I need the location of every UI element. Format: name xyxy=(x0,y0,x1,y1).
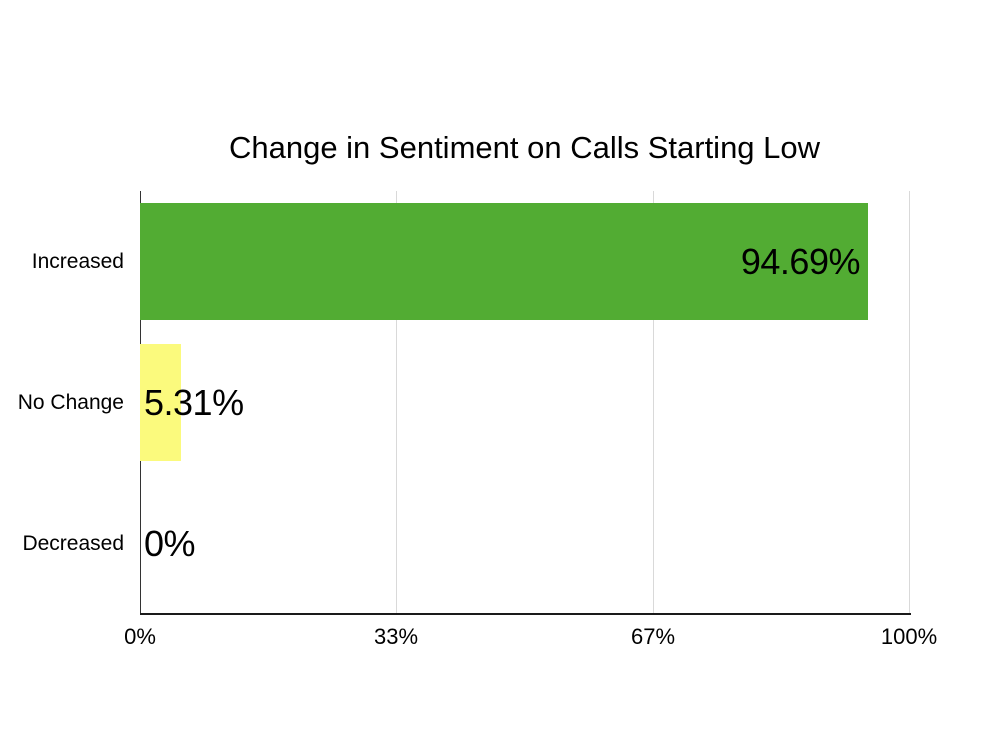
tick-label: 0% xyxy=(124,624,156,649)
chart-title: Change in Sentiment on Calls Starting Lo… xyxy=(228,130,821,165)
bar-row: 5.31% xyxy=(140,332,909,473)
x-axis-line xyxy=(140,613,911,615)
category-label: Decreased xyxy=(22,531,124,555)
tick-label: 100% xyxy=(880,624,938,649)
tick-label: 67% xyxy=(630,624,676,649)
gridline xyxy=(909,191,910,614)
x-axis-tick-labels: 0% 33% 67% 100% xyxy=(124,624,937,654)
bar-value-label: 5.31% xyxy=(144,381,244,423)
category-labels: Increased No Change Decreased xyxy=(0,191,124,614)
bar xyxy=(140,203,868,320)
gridline xyxy=(653,191,654,614)
gridline xyxy=(396,191,397,614)
bar-row: 94.69% xyxy=(140,191,909,332)
plot-area: 94.69% 5.31% 0% xyxy=(140,191,911,615)
bar-row: 0% xyxy=(140,473,909,614)
category-label: No Change xyxy=(17,390,124,414)
category-label: Increased xyxy=(31,249,124,273)
bar-value-label: 94.69% xyxy=(740,240,861,282)
tick-label: 33% xyxy=(373,624,419,649)
bar-value-label: 0% xyxy=(144,522,196,564)
bar xyxy=(140,344,181,461)
